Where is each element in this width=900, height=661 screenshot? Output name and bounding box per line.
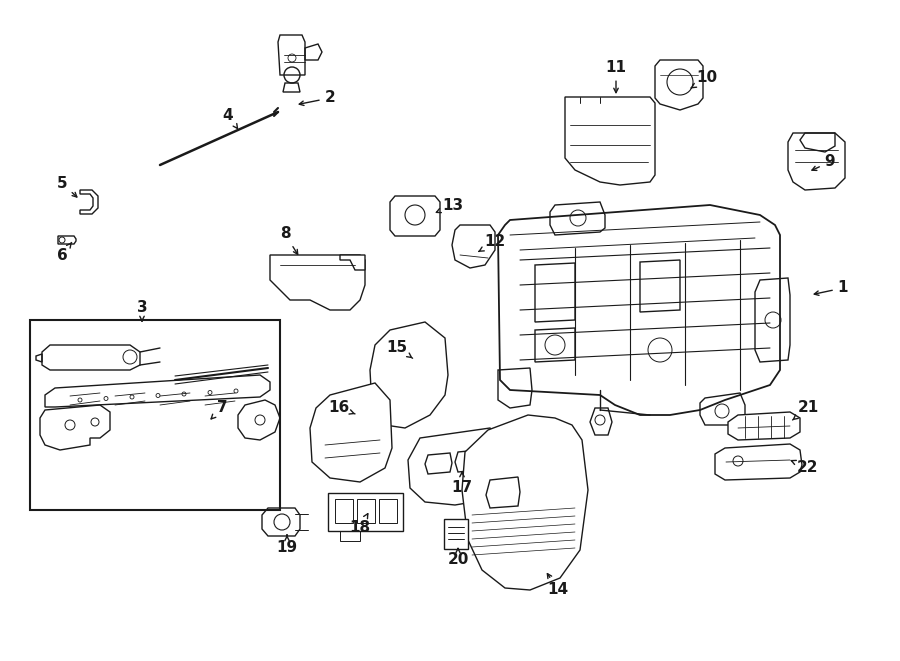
Bar — [379, 499, 397, 523]
Text: 4: 4 — [222, 108, 238, 128]
Bar — [444, 519, 468, 549]
Text: 14: 14 — [547, 574, 569, 598]
Polygon shape — [462, 415, 588, 590]
Polygon shape — [340, 255, 365, 270]
Text: 2: 2 — [299, 91, 336, 106]
Text: 20: 20 — [447, 549, 469, 568]
Text: 10: 10 — [691, 71, 717, 88]
Text: 12: 12 — [479, 235, 506, 251]
Text: 6: 6 — [57, 243, 72, 262]
Text: 3: 3 — [137, 299, 148, 321]
Text: 1: 1 — [814, 280, 848, 295]
Polygon shape — [310, 383, 392, 482]
Polygon shape — [370, 322, 448, 428]
Polygon shape — [715, 444, 802, 480]
Text: 7: 7 — [212, 401, 228, 419]
Text: 18: 18 — [349, 514, 371, 535]
Text: 5: 5 — [57, 176, 76, 197]
Text: 15: 15 — [386, 340, 412, 358]
Text: 8: 8 — [280, 227, 298, 254]
Text: 11: 11 — [606, 61, 626, 93]
Bar — [30, 320, 280, 510]
Bar — [357, 499, 375, 523]
Bar — [328, 493, 403, 531]
Bar — [340, 531, 360, 541]
Polygon shape — [728, 412, 800, 440]
Polygon shape — [408, 428, 498, 505]
Text: 21: 21 — [793, 401, 819, 420]
Text: 13: 13 — [436, 198, 464, 213]
Text: 17: 17 — [452, 473, 472, 494]
Text: 9: 9 — [812, 155, 835, 171]
Text: 16: 16 — [328, 401, 355, 416]
Polygon shape — [498, 205, 780, 415]
Text: 19: 19 — [276, 535, 298, 555]
Bar — [335, 499, 353, 523]
Text: 22: 22 — [791, 461, 819, 475]
